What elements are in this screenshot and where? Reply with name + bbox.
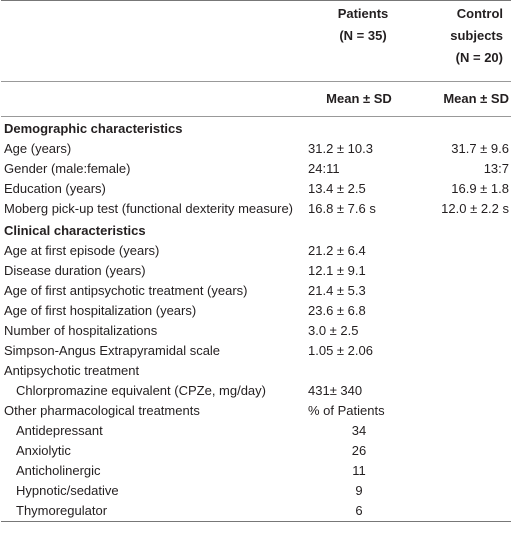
empty-cell bbox=[418, 281, 511, 301]
patients-value: 16.8 ± 7.6 s bbox=[308, 201, 376, 216]
row-label: Age (years) bbox=[4, 141, 72, 156]
row-label: Age at first episode (years) bbox=[4, 243, 160, 258]
empty-cell bbox=[418, 441, 511, 461]
patients-value: 34 bbox=[351, 423, 367, 438]
data-row: Other pharmacological treatments % of Pat… bbox=[1, 401, 511, 421]
patients-value: 11 bbox=[352, 463, 366, 478]
header-text: (N = 35) bbox=[339, 28, 387, 43]
section-title: Clinical characteristics bbox=[4, 223, 146, 238]
empty-cell bbox=[418, 461, 511, 481]
data-row: Chlorpromazine equivalent (CPZe, mg/day)… bbox=[1, 381, 511, 401]
control-value: 31.7 ± 9.6 bbox=[451, 141, 509, 156]
data-row: Age at first episode (years) 21.2 ± 6.4 bbox=[1, 241, 511, 261]
data-row: Education (years) 13.4 ± 2.5 16.9 ± 1.8 bbox=[1, 179, 511, 199]
row-label: Gender (male:female) bbox=[4, 161, 131, 176]
row-label: Hypnotic/sedative bbox=[16, 483, 119, 498]
patients-value: 3.0 ± 2.5 bbox=[308, 323, 359, 338]
empty-cell bbox=[418, 341, 511, 361]
row-label: Disease duration (years) bbox=[4, 263, 146, 278]
data-row: Age of first antipsychotic treatment (ye… bbox=[1, 281, 511, 301]
patients-value: 431± 340 bbox=[308, 383, 363, 398]
empty-cell bbox=[418, 481, 511, 501]
row-label: Anxiolytic bbox=[16, 443, 71, 458]
data-row: Age (years) 31.2 ± 10.3 31.7 ± 9.6 bbox=[1, 139, 511, 159]
row-label: Age of first hospitalization (years) bbox=[4, 303, 197, 318]
patients-value: 23.6 ± 6.8 bbox=[308, 303, 366, 318]
empty-cell bbox=[418, 361, 511, 381]
stat-cell: Mean ± SD bbox=[300, 81, 418, 117]
empty-cell bbox=[418, 321, 511, 341]
data-row: Antipsychotic treatment bbox=[1, 361, 511, 381]
row-label: Simpson-Angus Extrapyramidal scale bbox=[4, 343, 221, 358]
header-row: Patients (N = 35) Control subjects (N = 20) bbox=[1, 0, 511, 82]
row-label: Antidepressant bbox=[16, 423, 103, 438]
data-row: Antidepressant 34 bbox=[1, 421, 511, 441]
data-row: Thymoregulator 6 bbox=[1, 501, 511, 522]
data-row: Moberg pick-up test (functional dexterit… bbox=[1, 199, 511, 219]
data-row: Anxiolytic 26 bbox=[1, 441, 511, 461]
empty-cell bbox=[418, 301, 511, 321]
section-title: Demographic characteristics bbox=[4, 121, 183, 136]
stat-cell bbox=[1, 81, 300, 117]
header-patients: Patients (N = 35) bbox=[300, 0, 418, 82]
data-row: Number of hospitalizations 3.0 ± 2.5 bbox=[1, 321, 511, 341]
section-row: Clinical characteristics bbox=[1, 219, 511, 241]
patients-value: 9 bbox=[355, 483, 363, 498]
row-label: Chlorpromazine equivalent (CPZe, mg/day) bbox=[16, 383, 266, 398]
empty-cell bbox=[418, 501, 511, 522]
header-cell bbox=[1, 0, 300, 82]
patients-value: 24:11 bbox=[308, 161, 340, 176]
header-text: subjects bbox=[450, 28, 503, 43]
data-row: Disease duration (years) 12.1 ± 9.1 bbox=[1, 261, 511, 281]
table: Patients (N = 35) Control subjects (N = 20)… bbox=[1, 0, 511, 522]
empty-cell bbox=[418, 261, 511, 281]
patients-value: 31.2 ± 10.3 bbox=[308, 141, 373, 156]
patients-value: 26 bbox=[351, 443, 367, 458]
row-label: Anticholinergic bbox=[16, 463, 101, 478]
empty-cell bbox=[418, 381, 511, 401]
row-label: Age of first antipsychotic treatment (ye… bbox=[4, 283, 248, 298]
row-label: Education (years) bbox=[4, 181, 106, 196]
empty-cell bbox=[418, 241, 511, 261]
data-row: Age of first hospitalization (years) 23.6… bbox=[1, 301, 511, 321]
patients-value: % of Patients bbox=[308, 403, 385, 418]
row-label: Other pharmacological treatments bbox=[4, 403, 200, 418]
row-label: Thymoregulator bbox=[16, 503, 108, 518]
control-value: 16.9 ± 1.8 bbox=[451, 181, 509, 196]
patients-value: 1.05 ± 2.06 bbox=[308, 343, 373, 358]
empty-cell bbox=[300, 361, 418, 381]
patients-value: 12.1 ± 9.1 bbox=[308, 263, 366, 278]
control-value: 12.0 ± 2.2 s bbox=[441, 201, 509, 216]
empty-cell bbox=[418, 401, 511, 421]
data-row: Anticholinergic 11 bbox=[1, 461, 511, 481]
patients-value: 6 bbox=[355, 503, 363, 518]
header-text: Patients bbox=[337, 6, 389, 21]
patients-value: 21.2 ± 6.4 bbox=[308, 243, 366, 258]
section-row: Demographic characteristics bbox=[1, 117, 511, 140]
stat-cell: Mean ± SD bbox=[418, 81, 511, 117]
empty-cell bbox=[418, 421, 511, 441]
header-text: Control bbox=[456, 6, 503, 21]
stat-row: Mean ± SD Mean ± SD bbox=[1, 81, 511, 117]
data-row: Hypnotic/sedative 9 bbox=[1, 481, 511, 501]
header-text: (N = 20) bbox=[455, 50, 503, 65]
header-control: Control subjects (N = 20) bbox=[418, 0, 511, 82]
control-value: 13:7 bbox=[483, 161, 509, 176]
row-label: Antipsychotic treatment bbox=[4, 363, 140, 378]
data-row: Simpson-Angus Extrapyramidal scale 1.05 ±… bbox=[1, 341, 511, 361]
patients-value: 13.4 ± 2.5 bbox=[308, 181, 366, 196]
row-label: Moberg pick-up test (functional dexterit… bbox=[4, 201, 294, 216]
row-label: Number of hospitalizations bbox=[4, 323, 158, 338]
table-body: Patients (N = 35) Control subjects (N = 20)… bbox=[1, 0, 511, 522]
data-row: Gender (male:female) 24:11 13:7 bbox=[1, 159, 511, 179]
patients-value: 21.4 ± 5.3 bbox=[308, 283, 366, 298]
